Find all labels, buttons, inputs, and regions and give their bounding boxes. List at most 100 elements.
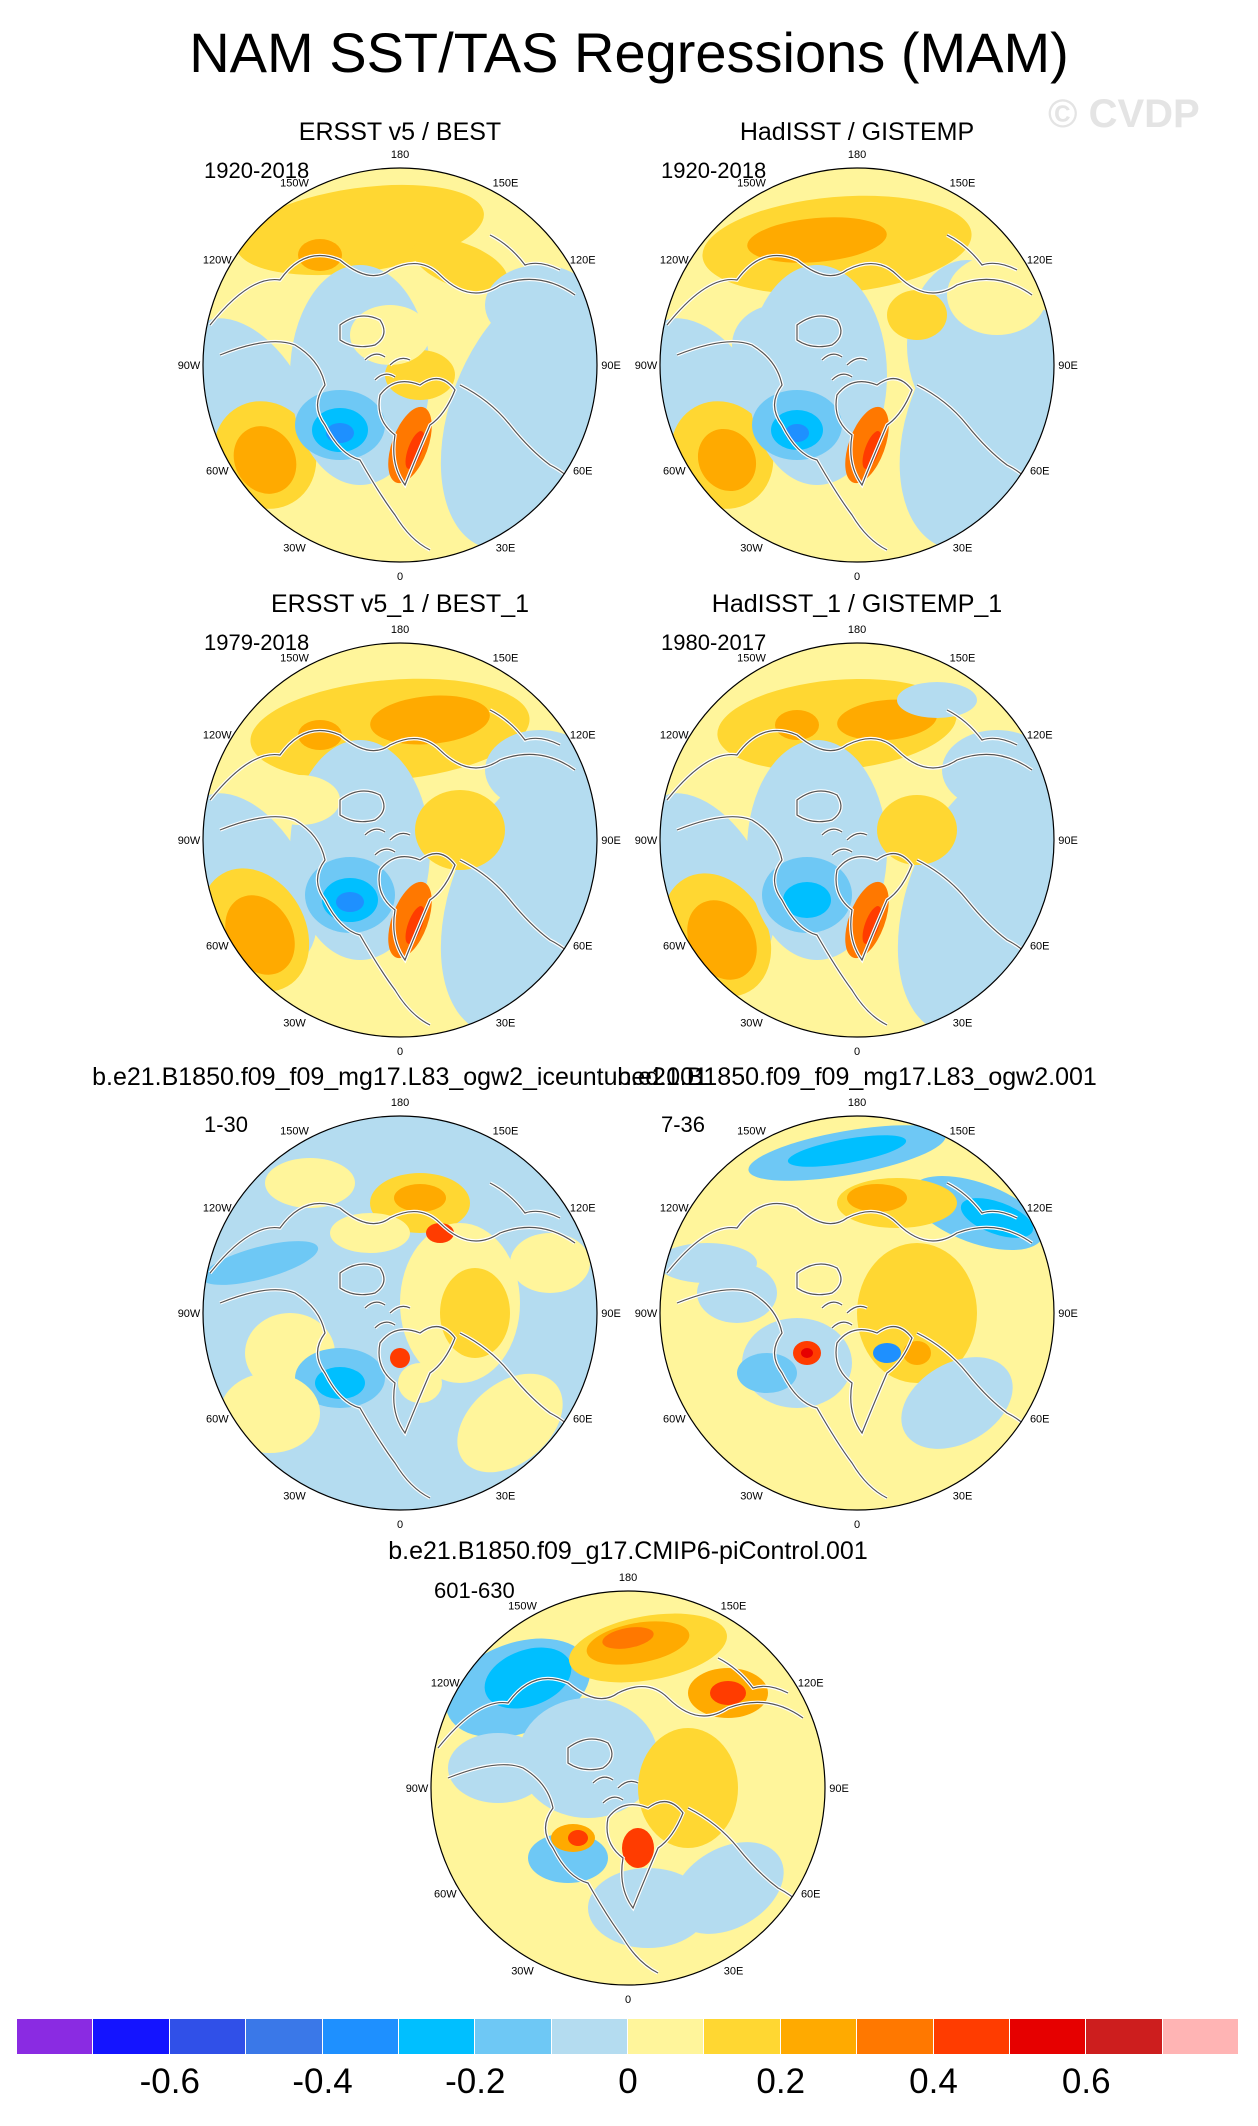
- coastline: [676, 1289, 888, 1499]
- coastline: [219, 816, 431, 1026]
- anomaly-contour: [370, 695, 490, 745]
- longitude-label: 150E: [950, 652, 976, 664]
- longitude-label: 180: [619, 1572, 637, 1584]
- longitude-label: 0: [397, 1519, 403, 1531]
- longitude-label: 30E: [953, 1491, 973, 1503]
- coastline: [209, 254, 576, 326]
- longitude-label: 120E: [798, 1678, 824, 1690]
- longitude-label: 90E: [1058, 1308, 1078, 1320]
- longitude-label: 120E: [1027, 255, 1053, 267]
- anomaly-contour: [747, 217, 887, 263]
- coastline: [796, 315, 842, 348]
- map-border: [202, 1115, 598, 1511]
- anomaly-contour: [457, 1373, 563, 1473]
- longitude-label: 150W: [737, 652, 766, 664]
- longitude-label: 60W: [206, 1414, 229, 1426]
- coastline: [219, 341, 431, 551]
- anomaly-contour: [897, 682, 977, 718]
- colorbar-swatch: [475, 2019, 552, 2054]
- longitude-label: 150E: [950, 177, 976, 189]
- anomaly-contour: [265, 1158, 355, 1208]
- panel-title: b.e21.B1850.f09_f09_mg17.L83_ogw2_iceunt…: [92, 1063, 708, 1091]
- colorbar-swatch: [704, 2019, 781, 2054]
- longitude-label: 30E: [496, 1491, 516, 1503]
- longitude-label: 30E: [953, 543, 973, 555]
- anomaly-contour: [485, 265, 595, 345]
- anomaly-contour: [220, 1373, 320, 1453]
- colorbar-tick-label: -0.4: [292, 2062, 353, 2101]
- coastline: [666, 254, 1033, 326]
- colorbar-swatch: [17, 2019, 94, 2054]
- panel-years: 7-36: [661, 1112, 706, 1137]
- colorbar-tick-label: 0.2: [756, 2062, 806, 2101]
- longitude-label: 0: [854, 571, 860, 583]
- anomaly-contour: [233, 426, 297, 494]
- map-border: [659, 1115, 1055, 1511]
- coastline: [339, 790, 385, 823]
- anomaly-contour: [901, 1357, 1013, 1449]
- panel-years: 1980-2017: [661, 630, 767, 655]
- coastline: [209, 1202, 576, 1274]
- longitude-label: 60E: [573, 466, 593, 478]
- colorbar-swatch: [551, 2019, 628, 2054]
- anomaly-contour: [787, 1135, 907, 1167]
- polar-map: 180 150E 120E 90E 60E 30E 0 30W 60W 90W 120W 150W: [178, 1097, 621, 1531]
- longitude-label: 60E: [801, 1889, 821, 1901]
- polar-map: 180 150E 120E 90E 60E 30E 0 30W 60W 90W 120W 150W: [406, 1572, 849, 2006]
- map-border: [659, 642, 1055, 1038]
- panel-title: HadISST_1 / GISTEMP_1: [711, 590, 1003, 618]
- longitude-label: 30E: [496, 1018, 516, 1030]
- panel-years: 601-630: [434, 1578, 515, 1603]
- longitude-label: 90W: [178, 360, 201, 372]
- anomaly-contour: [687, 900, 757, 980]
- longitude-label: 120W: [203, 255, 232, 267]
- longitude-label: 120W: [203, 730, 232, 742]
- longitude-label: 180: [391, 624, 409, 636]
- coastline: [364, 828, 411, 856]
- coastline: [946, 234, 1018, 271]
- anomaly-contour: [350, 305, 430, 365]
- anomaly-contour: [203, 1241, 319, 1285]
- anomaly-contour: [260, 775, 340, 825]
- polar-map: 180 150E 120E 90E 60E 30E 0 30W 60W 90W 120W 150W: [635, 149, 1078, 583]
- colorbar-swatch: [93, 2019, 170, 2054]
- longitude-label: 60W: [663, 466, 686, 478]
- map-border: [430, 1590, 826, 1986]
- coastline: [606, 1801, 684, 1910]
- panel-title: ERSST v5_1 / BEST_1: [271, 590, 529, 618]
- longitude-label: 150W: [280, 1125, 309, 1137]
- colorbar-swatch: [1086, 2019, 1163, 2054]
- panel-years: 1-30: [204, 1112, 249, 1137]
- coastline: [489, 234, 561, 271]
- colorbar-swatch: [246, 2019, 323, 2054]
- colorbar-swatch: [857, 2019, 934, 2054]
- longitude-label: 120E: [570, 255, 596, 267]
- colorbar-swatch: [1009, 2019, 1087, 2054]
- coastline: [592, 1776, 639, 1804]
- anomaly-contour: [330, 1213, 410, 1253]
- longitude-label: 30W: [283, 543, 306, 555]
- longitude-label: 120E: [1027, 1203, 1053, 1215]
- anomaly-contour: [877, 795, 957, 865]
- longitude-label: 120E: [1027, 730, 1053, 742]
- anomaly-contour: [622, 1828, 654, 1868]
- colorbar-tick-label: 0.4: [909, 2062, 958, 2101]
- coastline: [364, 353, 411, 381]
- colorbar-swatch: [933, 2019, 1010, 2054]
- colorbar-tick-label: 0: [618, 2062, 638, 2101]
- longitude-label: 150E: [950, 1125, 976, 1137]
- longitude-label: 60W: [206, 466, 229, 478]
- longitude-label: 30W: [283, 1491, 306, 1503]
- coastline: [567, 1738, 613, 1771]
- colorbar-tick-label: 0.6: [1061, 2062, 1111, 2101]
- longitude-label: 120W: [660, 1203, 689, 1215]
- longitude-label: 90W: [635, 1308, 658, 1320]
- anomaly-contour: [336, 892, 364, 912]
- coastline: [489, 709, 561, 746]
- coastline: [364, 1301, 411, 1329]
- anomaly-contour: [697, 1263, 777, 1323]
- longitude-label: 30W: [740, 1018, 763, 1030]
- anomaly-contour: [783, 882, 831, 918]
- anomaly-contour: [602, 1627, 654, 1649]
- longitude-label: 90W: [178, 835, 201, 847]
